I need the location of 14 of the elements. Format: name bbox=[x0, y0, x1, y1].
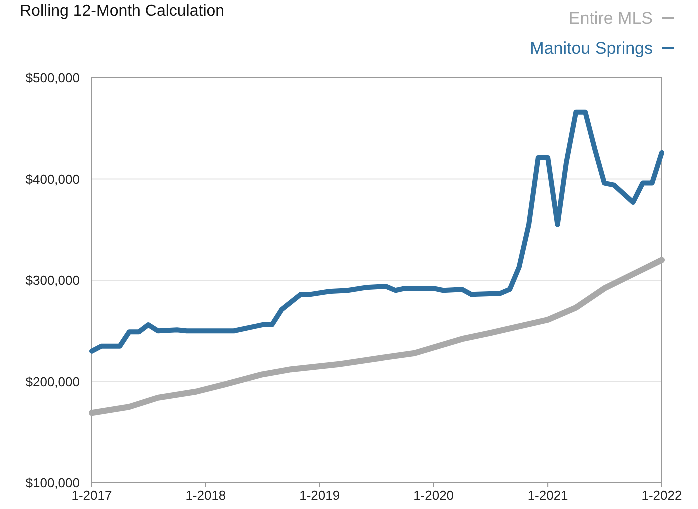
y-tick-label: $200,000 bbox=[26, 374, 80, 390]
x-tick-label: 1-2020 bbox=[414, 488, 454, 503]
chart-title: Rolling 12-Month Calculation bbox=[20, 3, 225, 20]
y-tick-label: $100,000 bbox=[26, 476, 80, 491]
y-tick-label: $500,000 bbox=[26, 70, 80, 86]
x-tick-label: 1-2019 bbox=[300, 488, 340, 503]
y-tick-label: $400,000 bbox=[26, 172, 80, 187]
legend-label: Entire MLS bbox=[568, 9, 653, 28]
x-tick-label: 1-2021 bbox=[528, 488, 568, 503]
legend-label: Manitou Springs bbox=[530, 39, 653, 58]
x-tick-label: 1-2017 bbox=[72, 488, 112, 503]
y-tick-label: $300,000 bbox=[26, 273, 80, 288]
x-tick-label: 1-2022 bbox=[642, 488, 682, 503]
x-tick-label: 1-2018 bbox=[186, 488, 226, 503]
